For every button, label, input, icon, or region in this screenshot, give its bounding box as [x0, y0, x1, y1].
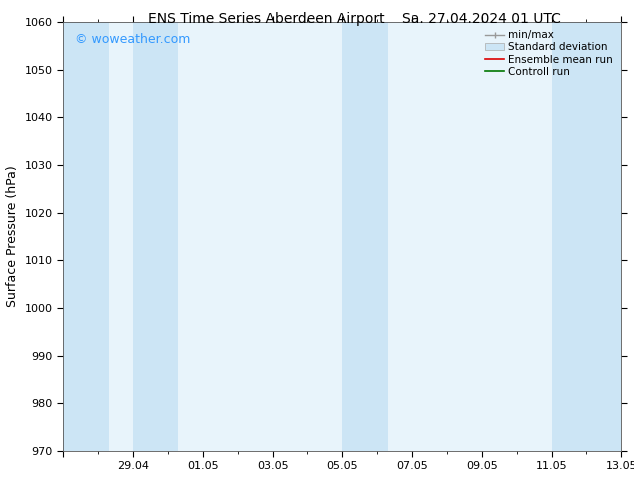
Bar	[342, 22, 388, 451]
Bar	[63, 22, 109, 451]
Text: © woweather.com: © woweather.com	[75, 33, 190, 46]
Text: Sa. 27.04.2024 01 UTC: Sa. 27.04.2024 01 UTC	[403, 12, 561, 26]
Y-axis label: Surface Pressure (hPa): Surface Pressure (hPa)	[6, 166, 19, 307]
Legend: min/max, Standard deviation, Ensemble mean run, Controll run: min/max, Standard deviation, Ensemble me…	[482, 27, 616, 80]
Text: ENS Time Series Aberdeen Airport: ENS Time Series Aberdeen Airport	[148, 12, 385, 26]
Bar	[552, 22, 621, 451]
Bar	[133, 22, 179, 451]
